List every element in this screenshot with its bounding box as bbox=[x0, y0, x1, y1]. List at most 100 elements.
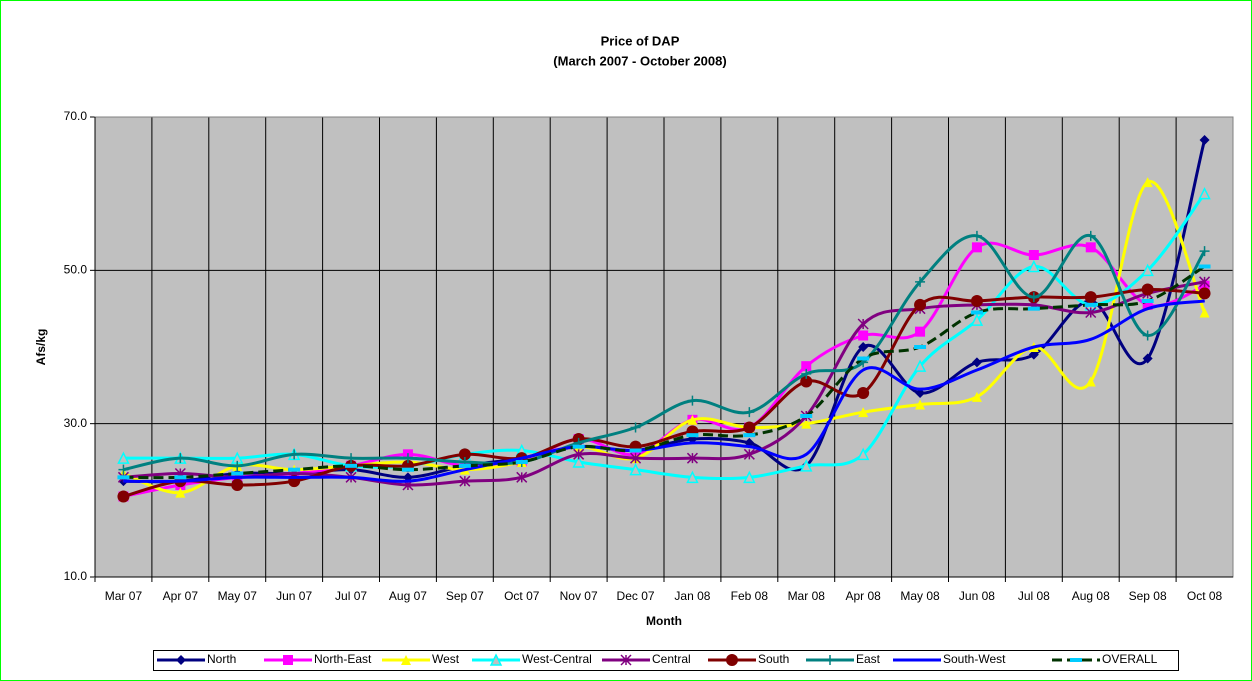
marker bbox=[743, 448, 755, 460]
marker bbox=[862, 369, 864, 371]
marker bbox=[620, 654, 632, 666]
marker bbox=[629, 448, 642, 453]
marker bbox=[459, 475, 471, 487]
marker bbox=[857, 387, 870, 399]
marker bbox=[1199, 276, 1211, 288]
marker bbox=[401, 467, 414, 472]
x-tick-label: Apr 07 bbox=[163, 589, 199, 603]
marker bbox=[1147, 308, 1149, 310]
y-tick-label: 10.0 bbox=[64, 569, 88, 583]
marker bbox=[970, 295, 983, 307]
legend-label: West-Central bbox=[522, 652, 592, 666]
marker bbox=[118, 464, 129, 475]
marker bbox=[743, 421, 756, 434]
marker bbox=[970, 313, 984, 326]
marker bbox=[801, 361, 812, 372]
marker bbox=[1070, 658, 1082, 662]
x-axis-label: Month bbox=[646, 614, 682, 628]
marker bbox=[1033, 346, 1035, 348]
marker bbox=[800, 459, 813, 472]
chart-title: Price of DAP bbox=[601, 33, 680, 48]
marker bbox=[800, 414, 813, 418]
marker bbox=[1199, 135, 1210, 145]
x-tick-label: Aug 08 bbox=[1072, 589, 1110, 603]
marker bbox=[231, 471, 244, 476]
marker bbox=[283, 655, 293, 665]
marker bbox=[743, 433, 756, 438]
marker bbox=[743, 470, 756, 484]
marker bbox=[174, 475, 187, 480]
marker bbox=[629, 462, 642, 476]
x-tick-label: Mar 07 bbox=[105, 589, 143, 603]
x-tick-label: Dec 07 bbox=[617, 589, 655, 603]
marker bbox=[231, 479, 244, 491]
marker bbox=[407, 480, 409, 482]
marker bbox=[825, 655, 835, 665]
marker bbox=[117, 451, 130, 464]
marker bbox=[1084, 291, 1097, 304]
marker bbox=[516, 471, 528, 483]
marker bbox=[521, 457, 523, 459]
marker bbox=[1028, 250, 1039, 260]
marker bbox=[572, 444, 585, 449]
marker bbox=[350, 476, 352, 478]
legend-label: North-East bbox=[314, 652, 372, 666]
marker bbox=[686, 470, 699, 484]
marker bbox=[293, 476, 295, 478]
marker bbox=[1027, 306, 1040, 311]
marker bbox=[464, 469, 466, 471]
marker bbox=[686, 433, 699, 438]
legend-box bbox=[153, 650, 1179, 671]
marker bbox=[1198, 264, 1211, 269]
y-axis-label: Afs/kg bbox=[34, 329, 48, 366]
series-line bbox=[123, 280, 1205, 487]
x-tick-label: Apr 08 bbox=[845, 589, 881, 603]
marker bbox=[402, 453, 413, 464]
marker bbox=[1142, 353, 1153, 364]
marker bbox=[289, 449, 300, 460]
marker bbox=[117, 475, 130, 480]
marker bbox=[914, 298, 927, 311]
marker bbox=[913, 359, 927, 372]
x-tick-label: Nov 07 bbox=[560, 589, 598, 603]
marker bbox=[489, 653, 503, 666]
marker bbox=[857, 318, 869, 330]
marker bbox=[117, 490, 130, 503]
y-tick-label: 30.0 bbox=[64, 416, 88, 430]
x-tick-label: Jul 08 bbox=[1018, 589, 1050, 603]
marker bbox=[801, 368, 812, 379]
chart-subtitle: (March 2007 - October 2008) bbox=[553, 53, 726, 68]
marker bbox=[726, 654, 738, 666]
marker bbox=[748, 446, 750, 448]
marker bbox=[1141, 299, 1154, 303]
marker bbox=[1199, 307, 1210, 318]
x-tick-label: Oct 08 bbox=[1187, 589, 1223, 603]
marker bbox=[175, 453, 186, 464]
marker bbox=[232, 460, 243, 471]
marker bbox=[915, 399, 926, 410]
marker bbox=[800, 375, 813, 388]
legend-label: East bbox=[856, 652, 881, 666]
series-line bbox=[122, 180, 1206, 495]
x-tick-label: Jul 07 bbox=[335, 589, 367, 603]
marker bbox=[858, 342, 869, 352]
series-line bbox=[123, 234, 1206, 472]
legend-label: South bbox=[758, 652, 789, 666]
marker bbox=[630, 422, 641, 433]
marker bbox=[971, 242, 982, 253]
marker bbox=[744, 407, 755, 418]
marker bbox=[687, 395, 698, 406]
marker bbox=[1142, 177, 1153, 188]
legend-label: South-West bbox=[943, 652, 1006, 666]
legend-label: Central bbox=[652, 652, 691, 666]
marker bbox=[686, 452, 698, 464]
marker bbox=[691, 442, 693, 444]
marker bbox=[1199, 246, 1210, 257]
marker bbox=[976, 369, 978, 371]
marker bbox=[971, 230, 982, 241]
x-tick-label: Mar 08 bbox=[788, 589, 826, 603]
marker bbox=[1198, 186, 1211, 200]
legend-label: North bbox=[207, 652, 236, 666]
marker bbox=[1142, 330, 1153, 341]
